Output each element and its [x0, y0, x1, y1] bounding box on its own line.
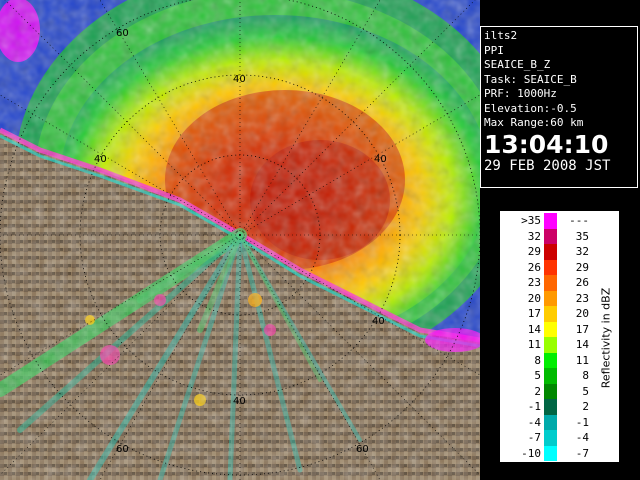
legend-lower-bound: 14: [527, 322, 541, 336]
ring-label-60-se: 60: [356, 444, 369, 455]
ring-label-40-ne: 40: [374, 154, 387, 165]
legend-lower-bound: 2: [534, 384, 541, 398]
radar-image: 40 40 40 40 40 60 60 60: [0, 0, 480, 480]
legend-row: -10 -7: [500, 445, 619, 461]
legend-swatch: [544, 383, 557, 399]
legend-swatch: [544, 228, 557, 244]
legend-lower-bound: 29: [527, 245, 541, 258]
ring-label-60-nw: 60: [116, 28, 129, 39]
legend-unit-label: Reflectivity in dBZ: [599, 287, 613, 388]
legend-upper-bound: 2: [582, 400, 589, 413]
scan-info-panel: ilts2 PPI SEAICE_B_Z Task: SEAICE_B PRF:…: [480, 26, 638, 188]
legend-row: 29 32: [500, 244, 619, 260]
max-range-value: Max Range:60 km: [484, 116, 584, 129]
legend-swatch: [544, 414, 557, 430]
legend-upper-bound: 23: [575, 291, 589, 305]
prf-value: PRF: 1000Hz: [484, 87, 557, 100]
legend-swatch: [544, 399, 557, 415]
legend-swatch: [544, 306, 557, 322]
scan-type: PPI: [484, 43, 504, 57]
legend-swatch: [544, 430, 557, 446]
legend-swatch: [544, 321, 557, 337]
color-scale-legend: >35 --- 32 35 29 32 26 29 23 26 20 23 17 20 14 17 11 14 8 1…: [499, 210, 620, 463]
legend-lower-bound: 32: [527, 229, 541, 243]
legend-upper-bound: -7: [575, 446, 589, 460]
legend-row: 11 14: [500, 337, 619, 353]
ring-label-40-nw: 40: [94, 154, 107, 165]
legend-lower-bound: 23: [527, 276, 541, 289]
ring-label-40-n: 40: [233, 74, 246, 85]
legend-swatch: [544, 445, 557, 461]
elevation-value: Elevation:-0.5: [484, 101, 577, 115]
legend-row: -1 2: [500, 399, 619, 415]
legend-swatch: [544, 259, 557, 275]
legend-swatch: [544, 244, 557, 260]
legend-upper-bound: 26: [575, 276, 589, 289]
legend-upper-bound: 20: [575, 307, 589, 320]
legend-upper-bound: 14: [575, 338, 589, 351]
legend-row: 14 17: [500, 321, 619, 337]
legend-upper-bound: 8: [582, 369, 589, 382]
legend-row: >35 ---: [500, 213, 619, 229]
legend-row: 20 23: [500, 290, 619, 306]
legend-swatch: [544, 352, 557, 368]
legend-upper-bound: 29: [575, 260, 589, 274]
legend-swatch: [544, 275, 557, 291]
legend-lower-bound: -4: [527, 415, 541, 429]
legend-upper-bound: 5: [582, 384, 589, 398]
legend-row: 32 35: [500, 228, 619, 244]
legend-upper-bound: 11: [575, 353, 589, 367]
legend-lower-bound: -1: [527, 400, 541, 413]
scan-time: 13:04:10: [484, 129, 609, 159]
legend-swatch: [544, 290, 557, 306]
legend-row: 26 29: [500, 259, 619, 275]
scan-date: 29 FEB 2008 JST: [484, 157, 611, 174]
legend-row: 17 20: [500, 306, 619, 322]
legend-lower-bound: 20: [527, 291, 541, 305]
ring-label-40-se: 40: [372, 316, 385, 327]
legend-lower-bound: -7: [527, 431, 541, 444]
legend-upper-bound: ---: [569, 214, 589, 227]
legend-lower-bound: 11: [527, 338, 541, 351]
legend-row: 8 11: [500, 352, 619, 368]
legend-swatch: [544, 368, 557, 384]
legend-lower-bound: 17: [527, 307, 541, 320]
legend-lower-bound: 8: [534, 353, 541, 367]
legend-upper-bound: -1: [575, 415, 589, 429]
legend-row: -4 -1: [500, 414, 619, 430]
legend-lower-bound: -10: [521, 446, 541, 460]
legend-unit: Reflectivity in dBZ: [594, 221, 618, 454]
legend-row: -7 -4: [500, 430, 619, 446]
legend-lower-bound: 5: [534, 369, 541, 382]
task-name: Task: SEAICE_B: [484, 72, 577, 86]
legend-lower-bound: 26: [527, 260, 541, 274]
legend-upper-bound: 32: [575, 245, 589, 258]
legend-swatch: [544, 337, 557, 353]
legend-upper-bound: 17: [575, 322, 589, 336]
station-name: ilts2: [484, 29, 518, 42]
radar-ppi-display: 40 40 40 40 40 60 60 60: [0, 0, 480, 480]
ring-label-60-sw: 60: [116, 444, 129, 455]
legend-lower-bound: >35: [521, 214, 541, 227]
legend-swatch: [544, 213, 557, 229]
ring-label-40-s: 40: [233, 396, 246, 407]
legend-upper-bound: 35: [575, 229, 589, 243]
product-name: SEAICE_B_Z: [484, 58, 551, 71]
legend-row: 23 26: [500, 275, 619, 291]
legend-upper-bound: -4: [575, 431, 589, 444]
azimuth-lines: [0, 0, 480, 236]
